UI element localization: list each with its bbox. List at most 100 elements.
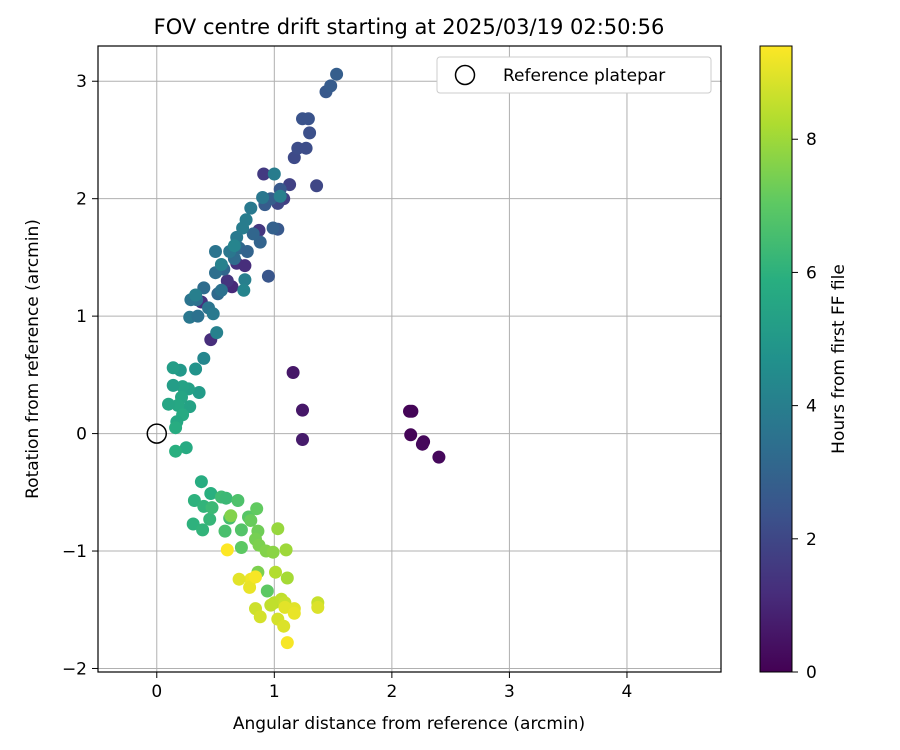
y-axis-label: Rotation from reference (arcmin)	[23, 219, 43, 499]
x-tick-label: 3	[504, 682, 515, 702]
scatter-point	[287, 606, 301, 620]
chart-title: FOV centre drift starting at 2025/03/19 …	[154, 15, 665, 39]
scatter-point	[244, 201, 258, 215]
scatter-point	[286, 366, 300, 379]
scatter-point	[196, 523, 210, 537]
y-tick-label: 3	[76, 72, 87, 92]
scatter-point	[179, 441, 193, 455]
scatter-point	[194, 475, 208, 489]
legend: Reference platepar	[436, 56, 712, 94]
scatter-point	[271, 522, 285, 536]
scatter-point	[310, 179, 324, 193]
scatter-point	[214, 258, 228, 271]
scatter-point	[238, 259, 252, 273]
scatter-point	[405, 404, 419, 418]
scatter-point	[237, 283, 251, 297]
scatter-point	[203, 512, 217, 526]
scatter-point	[232, 572, 246, 586]
reference-platepar-marker	[146, 423, 168, 444]
scatter-point	[192, 386, 206, 399]
scatter-point	[218, 524, 232, 538]
x-axis-label: Angular distance from reference (arcmin)	[233, 714, 585, 734]
scatter-point	[266, 221, 280, 235]
scatter-point	[243, 580, 257, 594]
scatter-point	[264, 598, 278, 612]
scatter-point	[250, 502, 264, 516]
scatter-point	[296, 433, 309, 446]
x-tick-label: 2	[386, 682, 397, 702]
scatter-point	[206, 307, 220, 321]
scatter-point	[189, 362, 203, 376]
scatter-point	[210, 326, 224, 340]
scatter-point	[166, 378, 180, 392]
colorbar: 0 2 4 6 8 Hours from first FF file	[759, 45, 849, 683]
scatter-point	[238, 273, 252, 287]
scatter-point	[404, 428, 418, 442]
x-tick-label: 4	[622, 682, 633, 702]
y-tick-label: 0	[76, 425, 87, 445]
colorbar-ticks: 0 2 4 6 8	[792, 130, 817, 683]
scatter-point	[324, 79, 338, 93]
scatter-point	[260, 584, 274, 598]
scatter-point	[266, 545, 280, 559]
grid	[98, 46, 721, 672]
y-axis-ticks: −2 −1 0 1 2 3	[62, 72, 98, 679]
colorbar-tick-label: 0	[806, 663, 817, 683]
colorbar-gradient	[759, 45, 793, 673]
scatter-point	[301, 112, 315, 126]
scatter-point	[166, 361, 180, 375]
scatter-point	[239, 213, 253, 227]
scatter-point	[197, 351, 211, 365]
scatter-point	[220, 543, 234, 557]
scatter-point	[432, 450, 446, 464]
plot-frame	[97, 45, 722, 673]
scatter-point	[204, 487, 218, 500]
y-tick-label: −2	[62, 659, 87, 679]
scatter-point	[234, 523, 248, 537]
x-axis-ticks: 0 1 2 3 4	[151, 672, 632, 702]
scatter-point	[186, 517, 200, 531]
scatter-point	[162, 397, 175, 411]
scatter-point	[280, 636, 294, 650]
scatter-point	[214, 283, 228, 297]
scatter-point	[187, 494, 201, 507]
scatter-point	[231, 494, 245, 507]
scatter-point	[191, 309, 205, 323]
scatter-point	[189, 288, 203, 302]
scatter-point	[261, 269, 275, 283]
scatter-point	[269, 565, 282, 579]
colorbar-tick-label: 6	[806, 263, 817, 283]
y-tick-label: −1	[62, 542, 87, 562]
scatter-point	[249, 570, 262, 584]
y-tick-label: 1	[76, 307, 87, 327]
scatter-point	[296, 403, 309, 417]
scatter-point	[240, 245, 254, 258]
scatter-point	[330, 67, 344, 81]
scatter-point	[280, 571, 294, 585]
scatter-point	[257, 167, 271, 181]
scatter-point	[277, 619, 291, 633]
scatter-point	[227, 239, 241, 253]
scatter-point	[219, 491, 233, 505]
scatter-point	[205, 501, 219, 515]
scatter-point	[246, 227, 260, 241]
scatter-point	[279, 543, 293, 557]
colorbar-tick-label: 2	[806, 530, 817, 550]
scatter-point	[169, 421, 183, 435]
colorbar-tick-label: 8	[806, 130, 817, 150]
scatter-point	[299, 141, 313, 155]
colorbar-tick-label: 4	[806, 397, 817, 417]
scatter-point	[303, 126, 317, 140]
x-tick-label: 0	[151, 682, 162, 702]
legend-box	[436, 56, 712, 94]
scatter-point	[311, 600, 325, 614]
scatter-point	[234, 541, 248, 554]
scatter-point	[209, 245, 222, 258]
legend-marker	[454, 64, 476, 86]
scatter-point	[415, 437, 429, 451]
legend-label: Reference platepar	[503, 66, 665, 86]
scatter-point	[224, 509, 238, 523]
scatter-point	[220, 274, 234, 288]
scatter-point	[273, 189, 287, 203]
